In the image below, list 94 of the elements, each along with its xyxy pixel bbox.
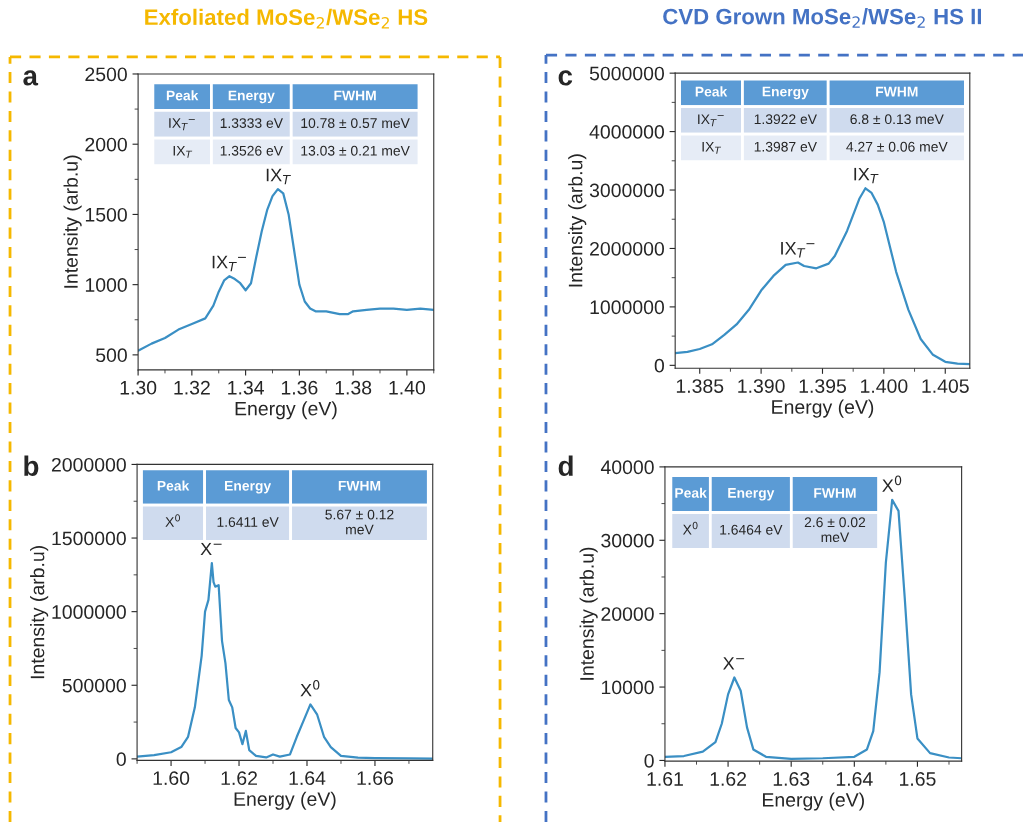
- y-tick-label: 2000000: [590, 241, 665, 256]
- y-tick-label: 10000: [601, 680, 654, 695]
- x-tick-label: 1.65: [900, 772, 936, 786]
- annotation: IX$_{T}$: [173, 145, 193, 158]
- annotation: IX$_{T}$: [854, 167, 879, 184]
- x-tick-label: 1.62: [710, 772, 747, 786]
- x-tick-label: 1.66: [357, 771, 394, 786]
- y-tick-label: 1000: [85, 278, 127, 292]
- annotation: IX$_{T}$: [702, 141, 722, 154]
- y-tick-label: 20000: [601, 607, 654, 621]
- y-tick-label: 3000000: [589, 183, 665, 198]
- annotation: FWHM: [876, 86, 918, 97]
- x-axis-title: Energy (eV): [235, 401, 337, 420]
- y-tick-label: 5000000: [589, 66, 665, 81]
- chart-title: CVD Grown MoSe$_{2}$/WSe$_{2}$ HS II: [663, 8, 982, 28]
- annotation: 13.03 ± 0.21 meV: [301, 145, 410, 156]
- annotation: Peak: [166, 90, 199, 101]
- annotation: 2.6 ± 0.02 meV: [804, 517, 866, 543]
- x-tick-label: 1.38: [335, 380, 372, 395]
- annotation: Energy: [228, 90, 275, 104]
- y-tick-label: 0: [654, 358, 664, 373]
- annotation: 10.78 ± 0.57 meV: [301, 118, 410, 129]
- y-tick-label: 1500: [85, 207, 127, 222]
- text: d: [558, 455, 573, 476]
- annotation: Peak: [695, 86, 728, 97]
- annotation: 1.3987 eV: [754, 141, 817, 152]
- y-tick-label: 500000: [62, 678, 126, 693]
- x-tick-label: 1.60: [153, 771, 190, 786]
- annotation: X$^{0}$: [882, 475, 902, 492]
- annotation: 5.67 ± 0.12 meV: [325, 509, 394, 535]
- x-tick-label: 1.395: [799, 379, 847, 393]
- annotation: IX$_{T}$$^{−}$: [212, 255, 246, 272]
- text: b: [24, 455, 39, 476]
- annotation: X$^{0}$: [682, 521, 698, 535]
- y-axis-title: Intensity (arb.u): [568, 154, 587, 287]
- y-tick-label: 30000: [601, 533, 654, 548]
- annotation: Energy: [225, 480, 272, 494]
- y-tick-label: 40000: [600, 460, 654, 475]
- annotation: Energy: [728, 488, 775, 501]
- annotation: 1.6411 eV: [217, 517, 279, 527]
- x-axis-title: Energy (eV): [234, 791, 336, 810]
- x-tick-label: 1.63: [773, 772, 810, 786]
- x-tick-label: 1.36: [281, 380, 318, 395]
- annotation: Peak: [157, 480, 190, 491]
- x-tick-label: 1.30: [120, 380, 157, 395]
- annotation: 1.3922 eV: [754, 114, 817, 125]
- x-tick-label: 1.400: [861, 379, 908, 393]
- x-tick-label: 1.390: [738, 379, 785, 393]
- annotation: X$^{0}$: [165, 514, 181, 527]
- y-axis-title: Intensity (arb.u): [30, 546, 49, 679]
- x-tick-label: 1.385: [676, 379, 724, 393]
- annotation: Peak: [675, 487, 707, 498]
- annotation: 4.27 ± 0.06 meV: [846, 141, 948, 152]
- annotation: 6.8 ± 0.13 meV: [850, 114, 944, 125]
- text: c: [558, 70, 573, 86]
- x-tick-label: 1.32: [174, 380, 210, 395]
- x-axis-title: Energy (eV): [763, 792, 864, 811]
- x-tick-label: 1.64: [836, 772, 873, 786]
- text: a: [23, 70, 39, 86]
- y-tick-label: 2000: [85, 137, 127, 152]
- y-tick-label: 2500: [85, 67, 127, 82]
- annotation: IX$_{T}$: [266, 168, 291, 185]
- x-axis-title: Energy (eV): [772, 399, 874, 418]
- y-tick-label: 0: [116, 752, 126, 767]
- y-tick-label: 0: [644, 753, 654, 768]
- y-tick-label: 1500000: [52, 531, 126, 546]
- y-tick-label: 4000000: [589, 125, 665, 139]
- y-axis-title: Intensity (arb.u): [63, 155, 82, 288]
- x-tick-label: 1.62: [221, 771, 257, 786]
- x-tick-label: 1.34: [228, 380, 264, 395]
- chart-title: Exfoliated MoSe$_{2}$/WSe$_{2}$ HS: [145, 8, 428, 29]
- annotation: IX$_{T}$$^{−}$: [781, 242, 815, 258]
- y-axis-title: Intensity (arb.u): [579, 547, 598, 680]
- annotation: 1.3333 eV: [220, 118, 283, 129]
- y-tick-label: 2000000: [51, 457, 126, 472]
- annotation: 1.6464 eV: [720, 524, 783, 535]
- annotation: IX$_{T}$$^{−}$: [169, 118, 195, 131]
- annotation: X$^{−}$: [723, 657, 745, 670]
- y-tick-label: 500: [96, 348, 127, 363]
- annotation: 1.3526 eV: [220, 145, 283, 156]
- line-series: [138, 188, 434, 352]
- annotation: X$^{−}$: [200, 542, 222, 556]
- annotation: Energy: [762, 86, 809, 100]
- annotation: FWHM: [814, 488, 856, 498]
- annotation: FWHM: [334, 90, 376, 101]
- x-tick-label: 1.64: [289, 771, 326, 786]
- y-tick-label: 1000000: [590, 300, 665, 315]
- annotation: FWHM: [338, 481, 381, 491]
- x-tick-label: 1.40: [389, 380, 426, 395]
- x-tick-label: 1.405: [922, 379, 969, 393]
- y-tick-label: 1000000: [52, 605, 126, 619]
- annotation: X$^{0}$: [300, 680, 320, 697]
- x-tick-label: 1.61: [647, 772, 683, 786]
- annotation: IX$_{T}$$^{−}$: [698, 114, 724, 127]
